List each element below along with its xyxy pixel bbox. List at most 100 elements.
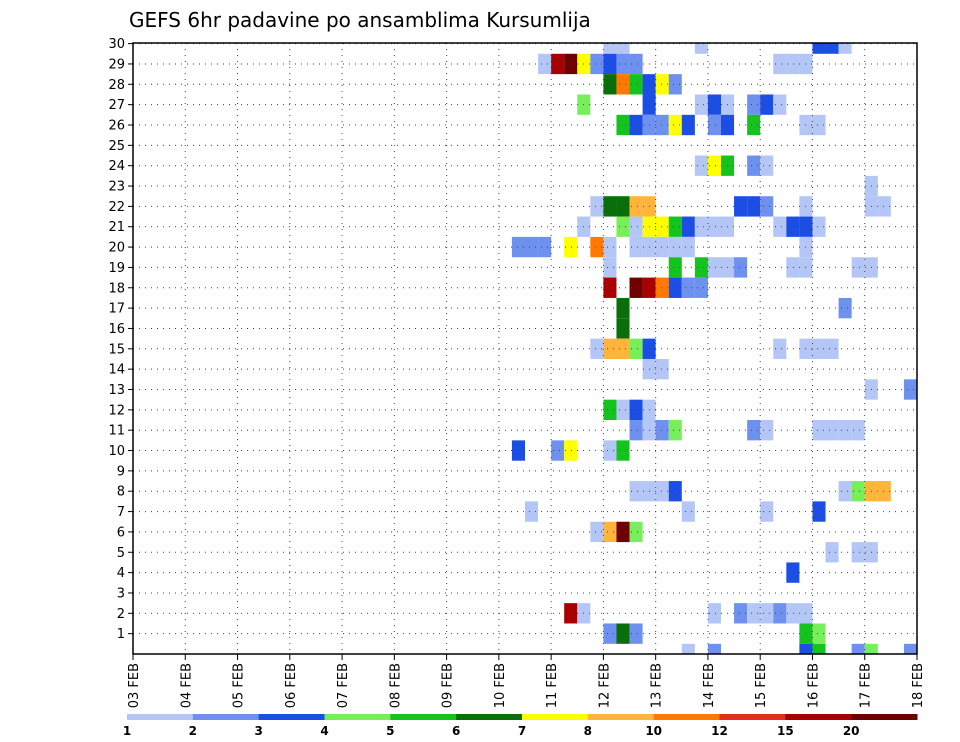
heatmap-cell [760, 603, 774, 624]
heatmap-cell [603, 74, 617, 95]
heatmap-cell [825, 43, 839, 54]
heatmap-cell [773, 338, 787, 359]
colorbar-swatch [587, 714, 655, 720]
heatmap-cell [603, 196, 617, 217]
heatmap-cell [825, 338, 839, 359]
heatmap-cell [551, 53, 565, 75]
heatmap-cell [655, 114, 669, 136]
heatmap-cell [564, 236, 578, 258]
heatmap-cell [760, 420, 774, 441]
heatmap-cell [812, 43, 826, 54]
x-tick-label: 10 FEB [493, 663, 508, 708]
heatmap-cell [681, 643, 695, 654]
heatmap-cell [799, 643, 813, 654]
heatmap-cell [694, 43, 708, 54]
heatmap-cell [616, 623, 630, 644]
colorbar-swatch [719, 714, 786, 720]
heatmap-cell [655, 481, 669, 502]
heatmap-cell [538, 236, 552, 258]
heatmap-cell [681, 114, 695, 136]
colorbar-swatch [192, 714, 260, 720]
heatmap-cell [655, 216, 669, 237]
heatmap-cell [681, 236, 695, 258]
y-tick-label: 7 [117, 505, 125, 520]
y-tick-label: 15 [108, 342, 125, 357]
heatmap-cell [564, 440, 578, 461]
heatmap-cell [655, 277, 669, 298]
x-tick-label: 09 FEB [441, 663, 456, 708]
heatmap-cell [616, 43, 630, 54]
heatmap-cell [590, 196, 604, 217]
x-tick-label: 03 FEB [127, 663, 142, 708]
heatmap-cell [590, 53, 604, 75]
y-tick-label: 4 [117, 566, 125, 581]
y-tick-label: 24 [108, 159, 125, 174]
x-tick-label: 14 FEB [702, 663, 717, 708]
colorbar-label: 6 [452, 724, 460, 738]
heatmap-cell [668, 277, 682, 298]
heatmap-cell [629, 53, 643, 75]
heatmap-cell [616, 196, 630, 217]
heatmap-cell [668, 257, 682, 278]
colorbar-swatch [851, 714, 918, 720]
heatmap-cell [747, 155, 761, 176]
heatmap-cell [629, 399, 643, 421]
heatmap-cell [668, 114, 682, 136]
heatmap-cell [812, 216, 826, 237]
heatmap-cell [851, 420, 865, 441]
heatmap-cell [694, 277, 708, 298]
heatmap-cell [655, 74, 669, 95]
heatmap-cell [707, 94, 721, 115]
heatmap-cell [747, 94, 761, 115]
heatmap-cell [734, 196, 748, 217]
colorbar-swatch [653, 714, 720, 720]
heatmap-cell [681, 216, 695, 237]
heatmap-cell [760, 501, 774, 522]
y-tick-label: 18 [108, 281, 125, 296]
chart-title: GEFS 6hr padavine po ansamblima Kursumli… [129, 8, 591, 32]
heatmap-cell [851, 257, 865, 278]
heatmap-cell [551, 440, 565, 461]
y-tick-label: 12 [108, 403, 125, 418]
x-tick-label: 05 FEB [232, 663, 247, 708]
heatmap-cell [564, 53, 578, 75]
heatmap-cell [838, 481, 852, 502]
x-tick-label: 16 FEB [806, 663, 821, 708]
heatmap-cell [629, 481, 643, 502]
y-tick-label: 19 [108, 261, 125, 276]
heatmap-cell [707, 114, 721, 136]
heatmap-cell [773, 216, 787, 237]
y-axis: 1234567891011121314151617181920212223242… [108, 37, 133, 642]
heatmap-cell [616, 338, 630, 359]
heatmap-cell [773, 53, 787, 75]
heatmap-cell [603, 236, 617, 258]
heatmap-cell [616, 440, 630, 461]
heatmap-cell [812, 420, 826, 441]
heatmap-cell [629, 420, 643, 441]
y-tick-label: 30 [108, 37, 125, 52]
x-tick-label: 04 FEB [179, 663, 194, 708]
heatmap-cell [812, 501, 826, 522]
heatmap-cell [616, 216, 630, 237]
colorbar-label: 15 [777, 724, 794, 738]
colorbar-swatch [456, 714, 523, 720]
y-tick-label: 5 [117, 546, 125, 561]
heatmap-cell [668, 216, 682, 237]
heatmap-cell [603, 623, 617, 644]
heatmap-cell [694, 94, 708, 115]
heatmap-cell [629, 196, 643, 217]
heatmap-cell [616, 114, 630, 136]
heatmap-cell [616, 297, 630, 319]
colorbar-label: 10 [645, 724, 662, 738]
heatmap-cell [707, 155, 721, 176]
colorbar-swatch [522, 714, 589, 720]
heatmap-cell [760, 94, 774, 115]
heatmap-cell [812, 338, 826, 359]
y-tick-label: 22 [108, 200, 125, 215]
y-tick-label: 10 [108, 444, 125, 459]
y-tick-label: 27 [108, 98, 125, 113]
heatmap-cell [707, 216, 721, 237]
y-tick-label: 26 [108, 118, 125, 133]
heatmap-cell [655, 358, 669, 380]
heatmap-cell [629, 338, 643, 359]
